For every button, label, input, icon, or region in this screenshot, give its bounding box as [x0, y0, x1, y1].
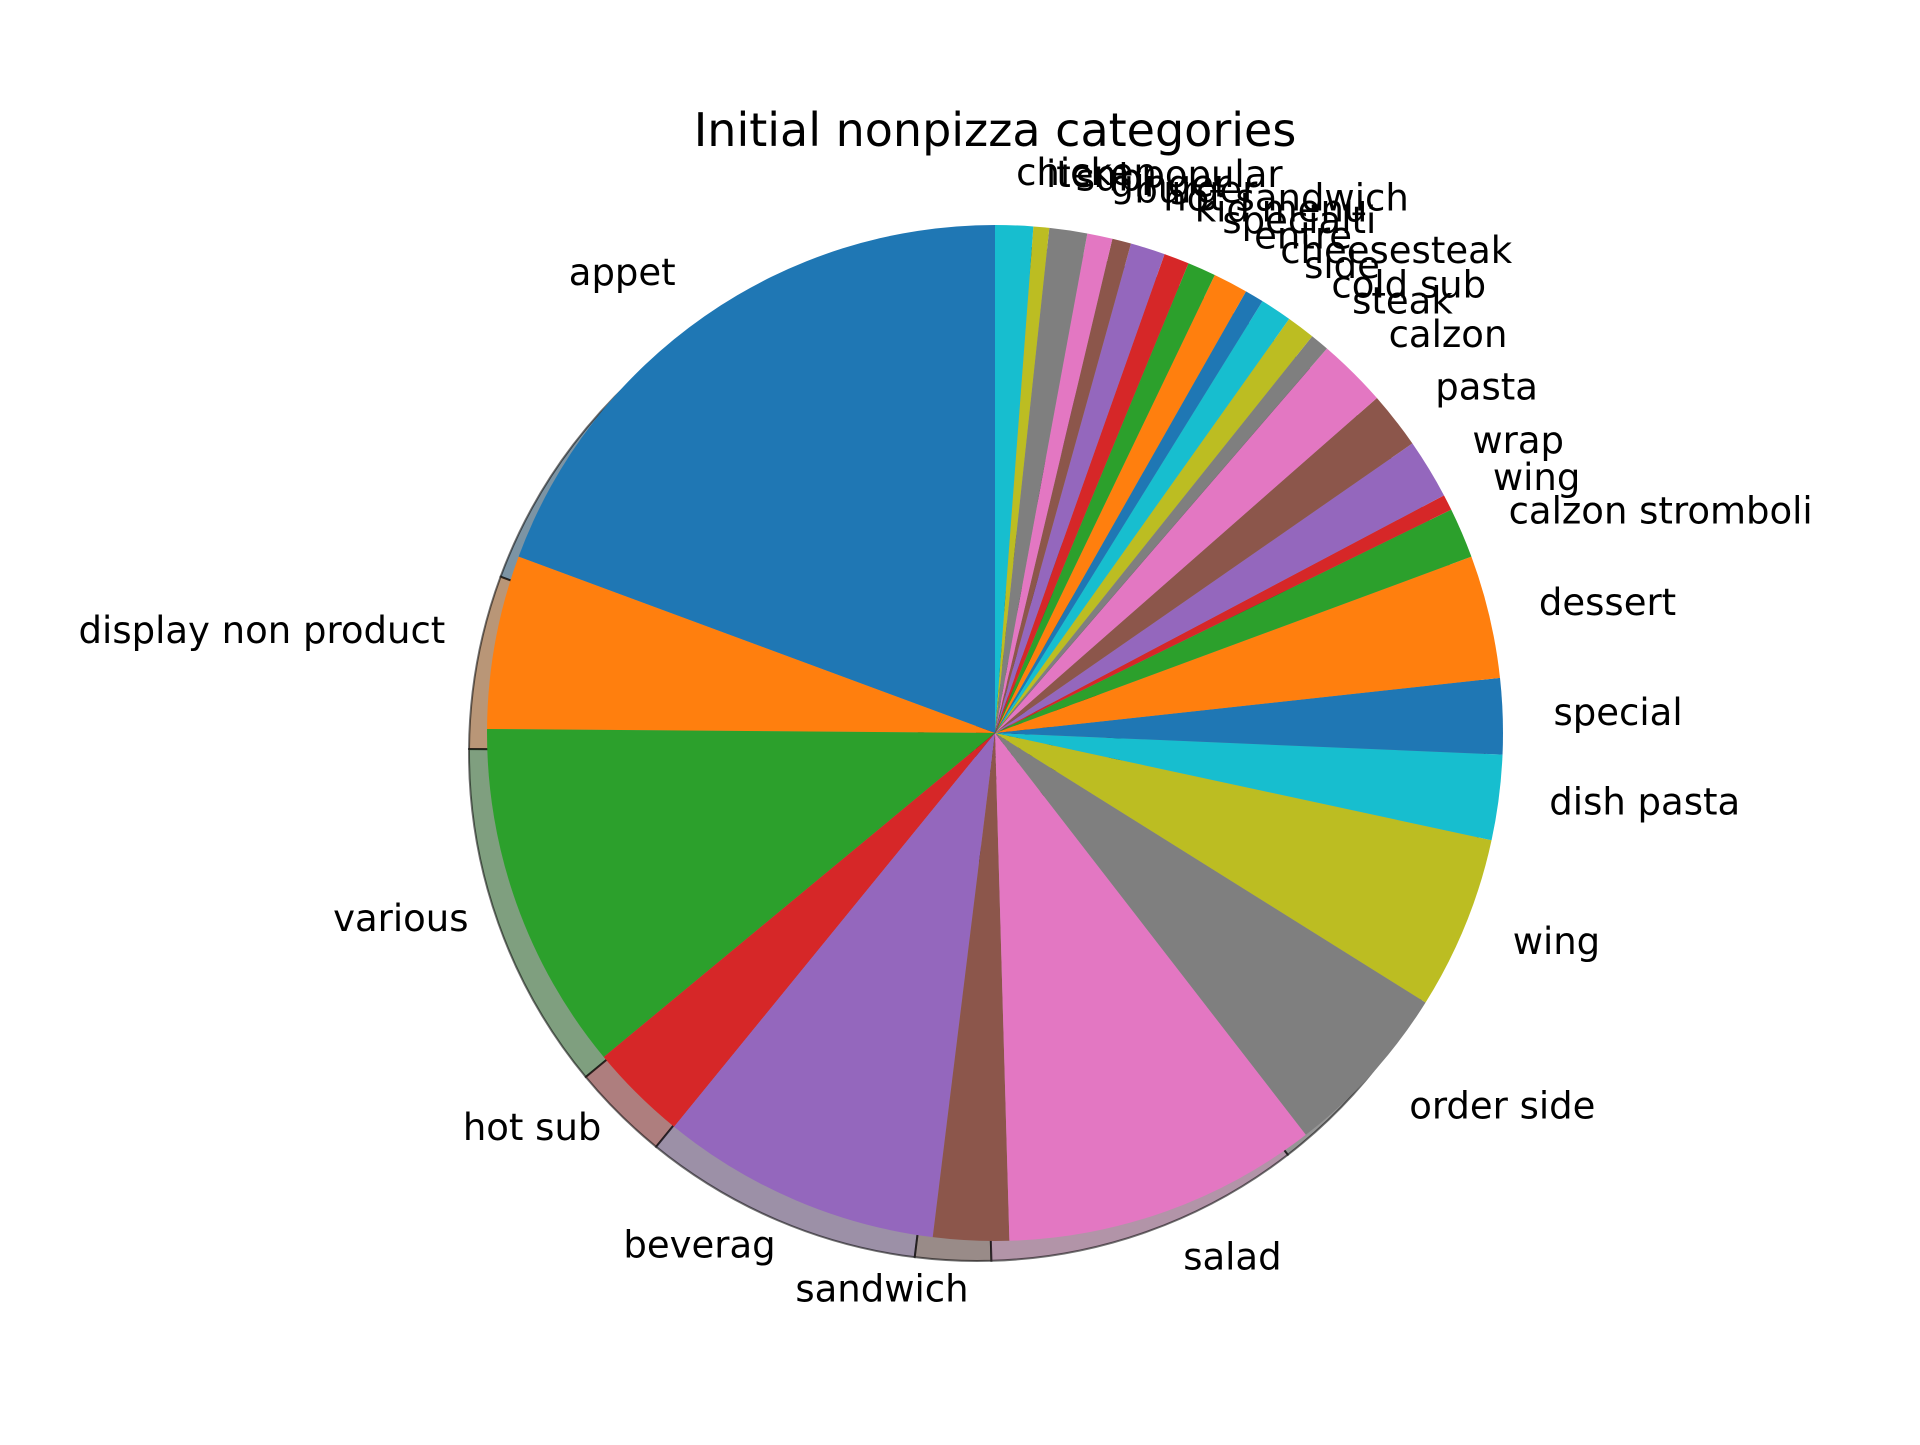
pie-slice-chicken	[995, 225, 1034, 733]
pie-slice-label: beverag	[623, 1224, 775, 1267]
pie-slice-hot-sub	[603, 733, 995, 1127]
pie-slice-label: burger	[1134, 168, 1258, 211]
pie-slice-entre	[995, 275, 1246, 733]
pie-slice-label: calzon	[1389, 313, 1508, 356]
pie-slice-label: side	[1304, 244, 1380, 287]
pie-slice-label: salad	[1183, 1236, 1281, 1279]
pie-slice-cold-sub	[995, 318, 1313, 733]
pie-slice-label: hot sandwich	[1163, 177, 1409, 220]
pie-slice-label: cold sub	[1331, 263, 1486, 306]
pie-slices	[487, 225, 1503, 1242]
pie-slice-label: wing	[1513, 920, 1600, 963]
pie-slice-label: cheesesteak	[1280, 229, 1513, 272]
pie-slice-label: dish pasta	[1549, 781, 1740, 824]
pie-slice-salad	[995, 733, 1306, 1241]
pie-slice-label: order side	[1409, 1085, 1595, 1128]
pie-slice-calzon	[995, 348, 1377, 733]
pie-slice-pasta	[995, 398, 1413, 733]
pie-slice-ginger	[995, 233, 1113, 733]
pie-slice-item-popular	[995, 226, 1050, 733]
pie-slice-label: display non product	[79, 609, 446, 652]
pie-slice-cheesesteak	[995, 291, 1263, 733]
pie-slice-label: item popular	[1046, 153, 1283, 196]
pie-slice-label: calzon stromboli	[1509, 489, 1813, 532]
pie-slice-label: wrap	[1472, 419, 1564, 462]
pie-slice-order-side	[995, 733, 1426, 1135]
pie-slice-steak	[995, 336, 1327, 733]
pie-slice-appet	[518, 225, 995, 733]
pie-slice-burger	[995, 238, 1131, 733]
pie-slice-label: ginger	[1110, 163, 1229, 206]
pie-slice-various	[487, 729, 995, 1058]
pie-slice-label: steak	[1352, 280, 1453, 323]
pie-slice-label: chicken	[1016, 151, 1157, 194]
pie-slice-beverag	[674, 733, 995, 1238]
pie-slice-display-non-product	[487, 556, 995, 733]
pie-slice-dish-pasta	[995, 733, 1503, 841]
pie-slice-specialti	[995, 263, 1215, 733]
pie-slice-sandwich	[932, 733, 1010, 1242]
pie-slice-special	[995, 677, 1503, 755]
pie-slice-wrap	[995, 443, 1444, 733]
pie-slice-wing	[995, 733, 1492, 1003]
pie-slice-label: appet	[569, 251, 676, 294]
pie-slice-sub	[995, 227, 1088, 733]
pie-slice-label: hot sub	[463, 1106, 602, 1149]
pie-slice-label: special	[1554, 691, 1683, 734]
pie-slice-label: entre	[1254, 214, 1352, 257]
pie-slice-hot-sandwich	[995, 243, 1165, 734]
pie-slice-dessert	[995, 556, 1500, 733]
pie-slice-label: sandwich	[795, 1268, 968, 1311]
pie-slice-calzon-stromboli	[995, 509, 1472, 733]
pie-slice-label: sub	[1076, 157, 1142, 200]
pie-slice-wing	[995, 495, 1452, 733]
pie-slice-kid-menu	[995, 254, 1189, 733]
pie-slice-label: specialti	[1222, 199, 1376, 242]
pie-slice-label: various	[333, 897, 468, 940]
pie-slice-label: dessert	[1539, 581, 1676, 624]
pie-slice-label: kid menu	[1195, 188, 1368, 231]
pie-slice-label: pasta	[1435, 365, 1538, 408]
chart-title: Initial nonpizza categories	[694, 103, 1297, 157]
pie-slice-label: wing	[1493, 456, 1580, 499]
pie-labels: appet display non product various hot sub be…	[79, 151, 1813, 1311]
pie-slice-side	[995, 301, 1290, 733]
